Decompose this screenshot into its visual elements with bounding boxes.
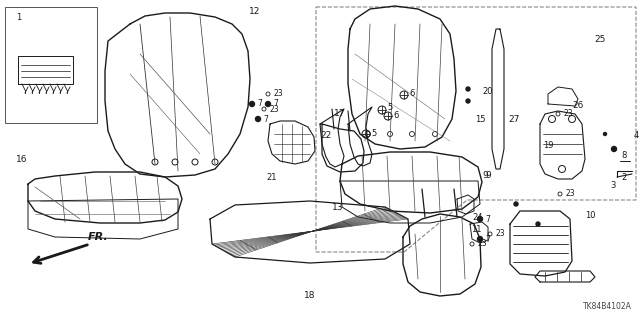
Text: 9: 9	[482, 170, 488, 180]
Text: 13: 13	[332, 203, 344, 211]
Text: 10: 10	[585, 211, 595, 219]
Text: 7: 7	[486, 234, 490, 243]
Circle shape	[266, 101, 271, 107]
Text: 23: 23	[273, 90, 283, 99]
Circle shape	[536, 222, 540, 226]
Bar	[5, 7, 97, 123]
Text: 7: 7	[264, 115, 268, 123]
Text: 7: 7	[257, 100, 262, 108]
Text: 11: 11	[471, 226, 481, 234]
Text: 25: 25	[595, 35, 605, 44]
Text: 7: 7	[273, 100, 278, 108]
Circle shape	[466, 99, 470, 103]
Text: 20: 20	[483, 87, 493, 97]
Text: 17: 17	[334, 109, 346, 118]
Text: 7: 7	[486, 214, 490, 224]
Text: 15: 15	[475, 115, 485, 124]
Circle shape	[604, 132, 607, 136]
Text: 18: 18	[304, 291, 316, 300]
Text: 27: 27	[508, 115, 520, 124]
Text: 24: 24	[473, 213, 483, 222]
Circle shape	[250, 101, 255, 107]
Text: TK84B4102A: TK84B4102A	[583, 302, 632, 311]
Text: 8: 8	[621, 151, 627, 160]
Text: 23: 23	[563, 109, 573, 118]
Circle shape	[514, 202, 518, 206]
Text: 1: 1	[17, 12, 22, 21]
Text: 23: 23	[269, 105, 279, 114]
Text: 23: 23	[495, 229, 505, 239]
Text: 21: 21	[267, 174, 277, 182]
Text: 23: 23	[565, 189, 575, 198]
Circle shape	[611, 146, 616, 152]
Text: 4: 4	[634, 130, 639, 139]
Text: 6: 6	[410, 88, 415, 98]
Text: 2: 2	[621, 174, 627, 182]
Circle shape	[477, 236, 483, 241]
Text: 16: 16	[16, 155, 28, 165]
Text: 9: 9	[485, 170, 491, 180]
Text: 5: 5	[371, 130, 376, 138]
Text: 6: 6	[394, 112, 399, 121]
Text: 26: 26	[572, 100, 584, 109]
Circle shape	[466, 87, 470, 91]
Circle shape	[255, 116, 260, 122]
Text: 22: 22	[321, 130, 332, 139]
Text: 3: 3	[611, 181, 616, 189]
Text: FR.: FR.	[88, 232, 109, 242]
Polygon shape	[316, 7, 636, 252]
Text: 19: 19	[543, 140, 553, 150]
Circle shape	[477, 217, 483, 221]
Text: 12: 12	[250, 8, 260, 17]
Text: 5: 5	[387, 103, 392, 113]
Text: 23: 23	[477, 240, 487, 249]
